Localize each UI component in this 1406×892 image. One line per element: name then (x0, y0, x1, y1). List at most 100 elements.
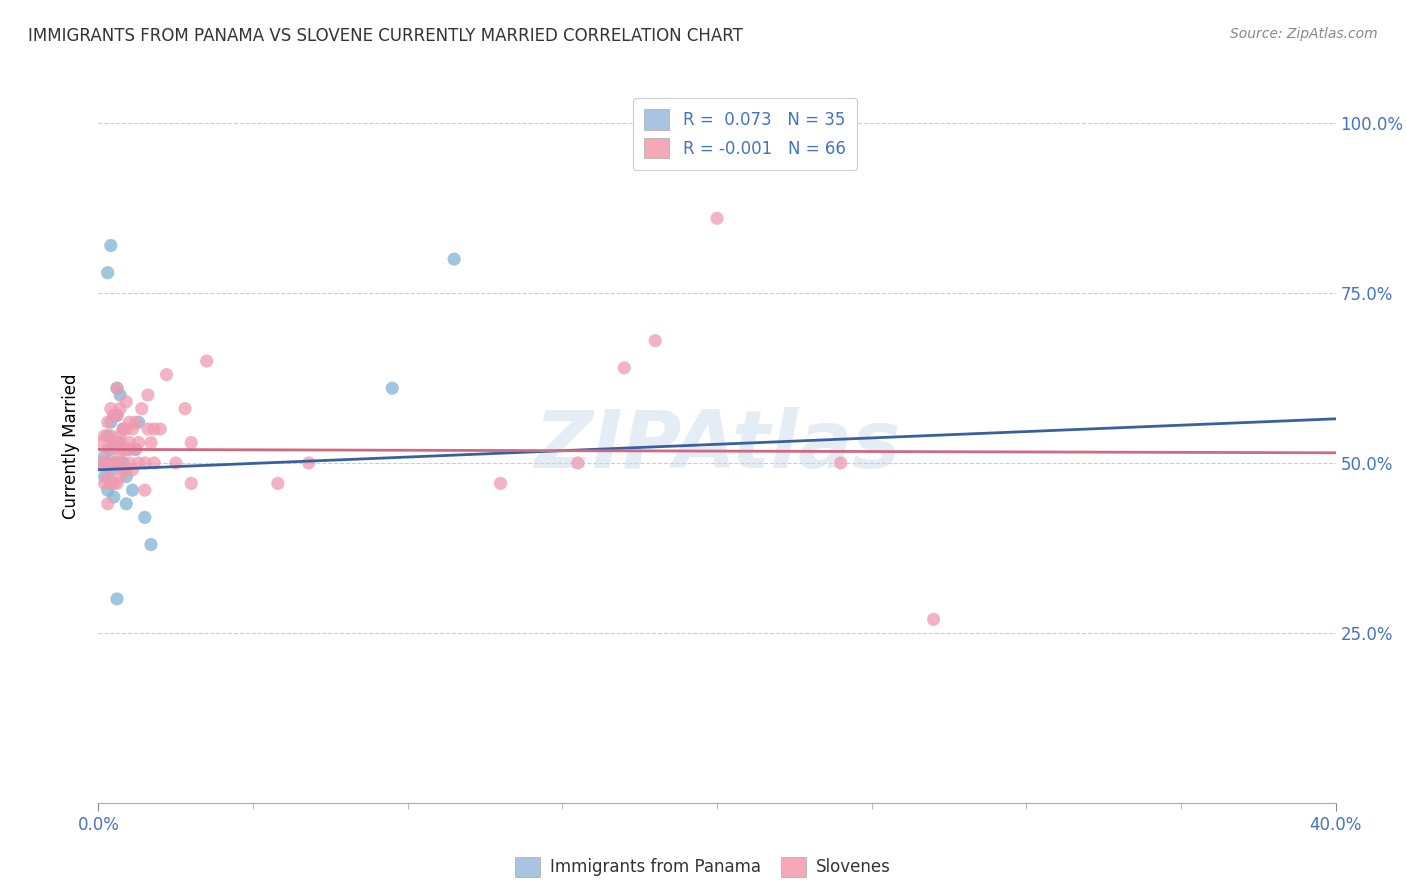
Point (443, 252, 465, 266)
Point (381, 381, 404, 395)
Point (105, 409, 128, 423)
Point (115, 422, 138, 436)
Point (97, 456, 120, 470)
Point (100, 401, 122, 416)
Point (489, 476, 512, 491)
Point (115, 394, 138, 409)
Point (100, 429, 122, 443)
Point (112, 422, 135, 436)
Point (112, 422, 135, 436)
Point (149, 422, 172, 436)
Point (567, 456, 589, 470)
Point (124, 442, 146, 457)
Point (115, 442, 138, 457)
Point (118, 442, 141, 457)
Point (108, 435, 131, 450)
Point (922, 612, 945, 626)
Point (139, 537, 162, 551)
Point (195, 354, 218, 368)
Point (105, 591, 128, 606)
Point (118, 435, 141, 450)
Point (97, 469, 120, 483)
Point (103, 409, 125, 423)
Point (118, 456, 141, 470)
Point (90, 456, 112, 470)
Point (134, 456, 156, 470)
Point (105, 456, 128, 470)
Point (105, 409, 128, 423)
Point (108, 388, 131, 402)
Point (165, 456, 187, 470)
Y-axis label: Currently Married: Currently Married (62, 373, 80, 519)
Point (93, 449, 115, 463)
Point (112, 442, 135, 457)
Point (93, 456, 115, 470)
Point (93, 476, 115, 491)
Point (121, 422, 143, 436)
Point (613, 360, 636, 375)
Point (115, 469, 138, 483)
Point (143, 422, 166, 436)
Point (136, 422, 159, 436)
Point (131, 401, 153, 416)
Point (139, 435, 162, 450)
Point (93, 469, 115, 483)
Point (124, 442, 146, 457)
Point (830, 456, 852, 470)
Point (143, 456, 166, 470)
Text: ZIPAtlas: ZIPAtlas (534, 407, 900, 485)
Point (108, 469, 131, 483)
Point (128, 415, 150, 429)
Point (103, 409, 125, 423)
Point (97, 497, 120, 511)
Text: Source: ZipAtlas.com: Source: ZipAtlas.com (1230, 27, 1378, 41)
Text: IMMIGRANTS FROM PANAMA VS SLOVENE CURRENTLY MARRIED CORRELATION CHART: IMMIGRANTS FROM PANAMA VS SLOVENE CURREN… (28, 27, 742, 45)
Point (124, 415, 146, 429)
Point (97, 442, 120, 457)
Point (100, 415, 122, 429)
Point (108, 401, 131, 416)
Point (136, 388, 159, 402)
Point (103, 490, 125, 504)
Point (103, 476, 125, 491)
Legend: R =  0.073   N = 35, R = -0.001   N = 66: R = 0.073 N = 35, R = -0.001 N = 66 (633, 97, 858, 169)
Point (105, 435, 128, 450)
Point (298, 456, 321, 470)
Point (115, 463, 138, 477)
Point (97, 429, 120, 443)
Point (105, 381, 128, 395)
Point (103, 435, 125, 450)
Point (105, 456, 128, 470)
Point (97, 266, 120, 280)
Point (97, 483, 120, 498)
Point (100, 463, 122, 477)
Point (174, 401, 197, 416)
Point (706, 211, 728, 226)
Point (93, 429, 115, 443)
Point (112, 463, 135, 477)
Point (100, 442, 122, 457)
Point (128, 435, 150, 450)
Point (134, 483, 156, 498)
Point (155, 368, 177, 382)
Point (103, 456, 125, 470)
Point (128, 456, 150, 470)
Point (100, 476, 122, 491)
Point (121, 483, 143, 498)
Point (100, 456, 122, 470)
Point (121, 463, 143, 477)
Point (97, 415, 120, 429)
Point (103, 435, 125, 450)
Point (118, 415, 141, 429)
Point (90, 435, 112, 450)
Point (180, 435, 202, 450)
Point (103, 456, 125, 470)
Point (180, 476, 202, 491)
Point (90, 456, 112, 470)
Point (112, 456, 135, 470)
Point (100, 238, 122, 252)
Point (105, 381, 128, 395)
Point (115, 497, 138, 511)
Point (134, 510, 156, 524)
Point (644, 334, 666, 348)
